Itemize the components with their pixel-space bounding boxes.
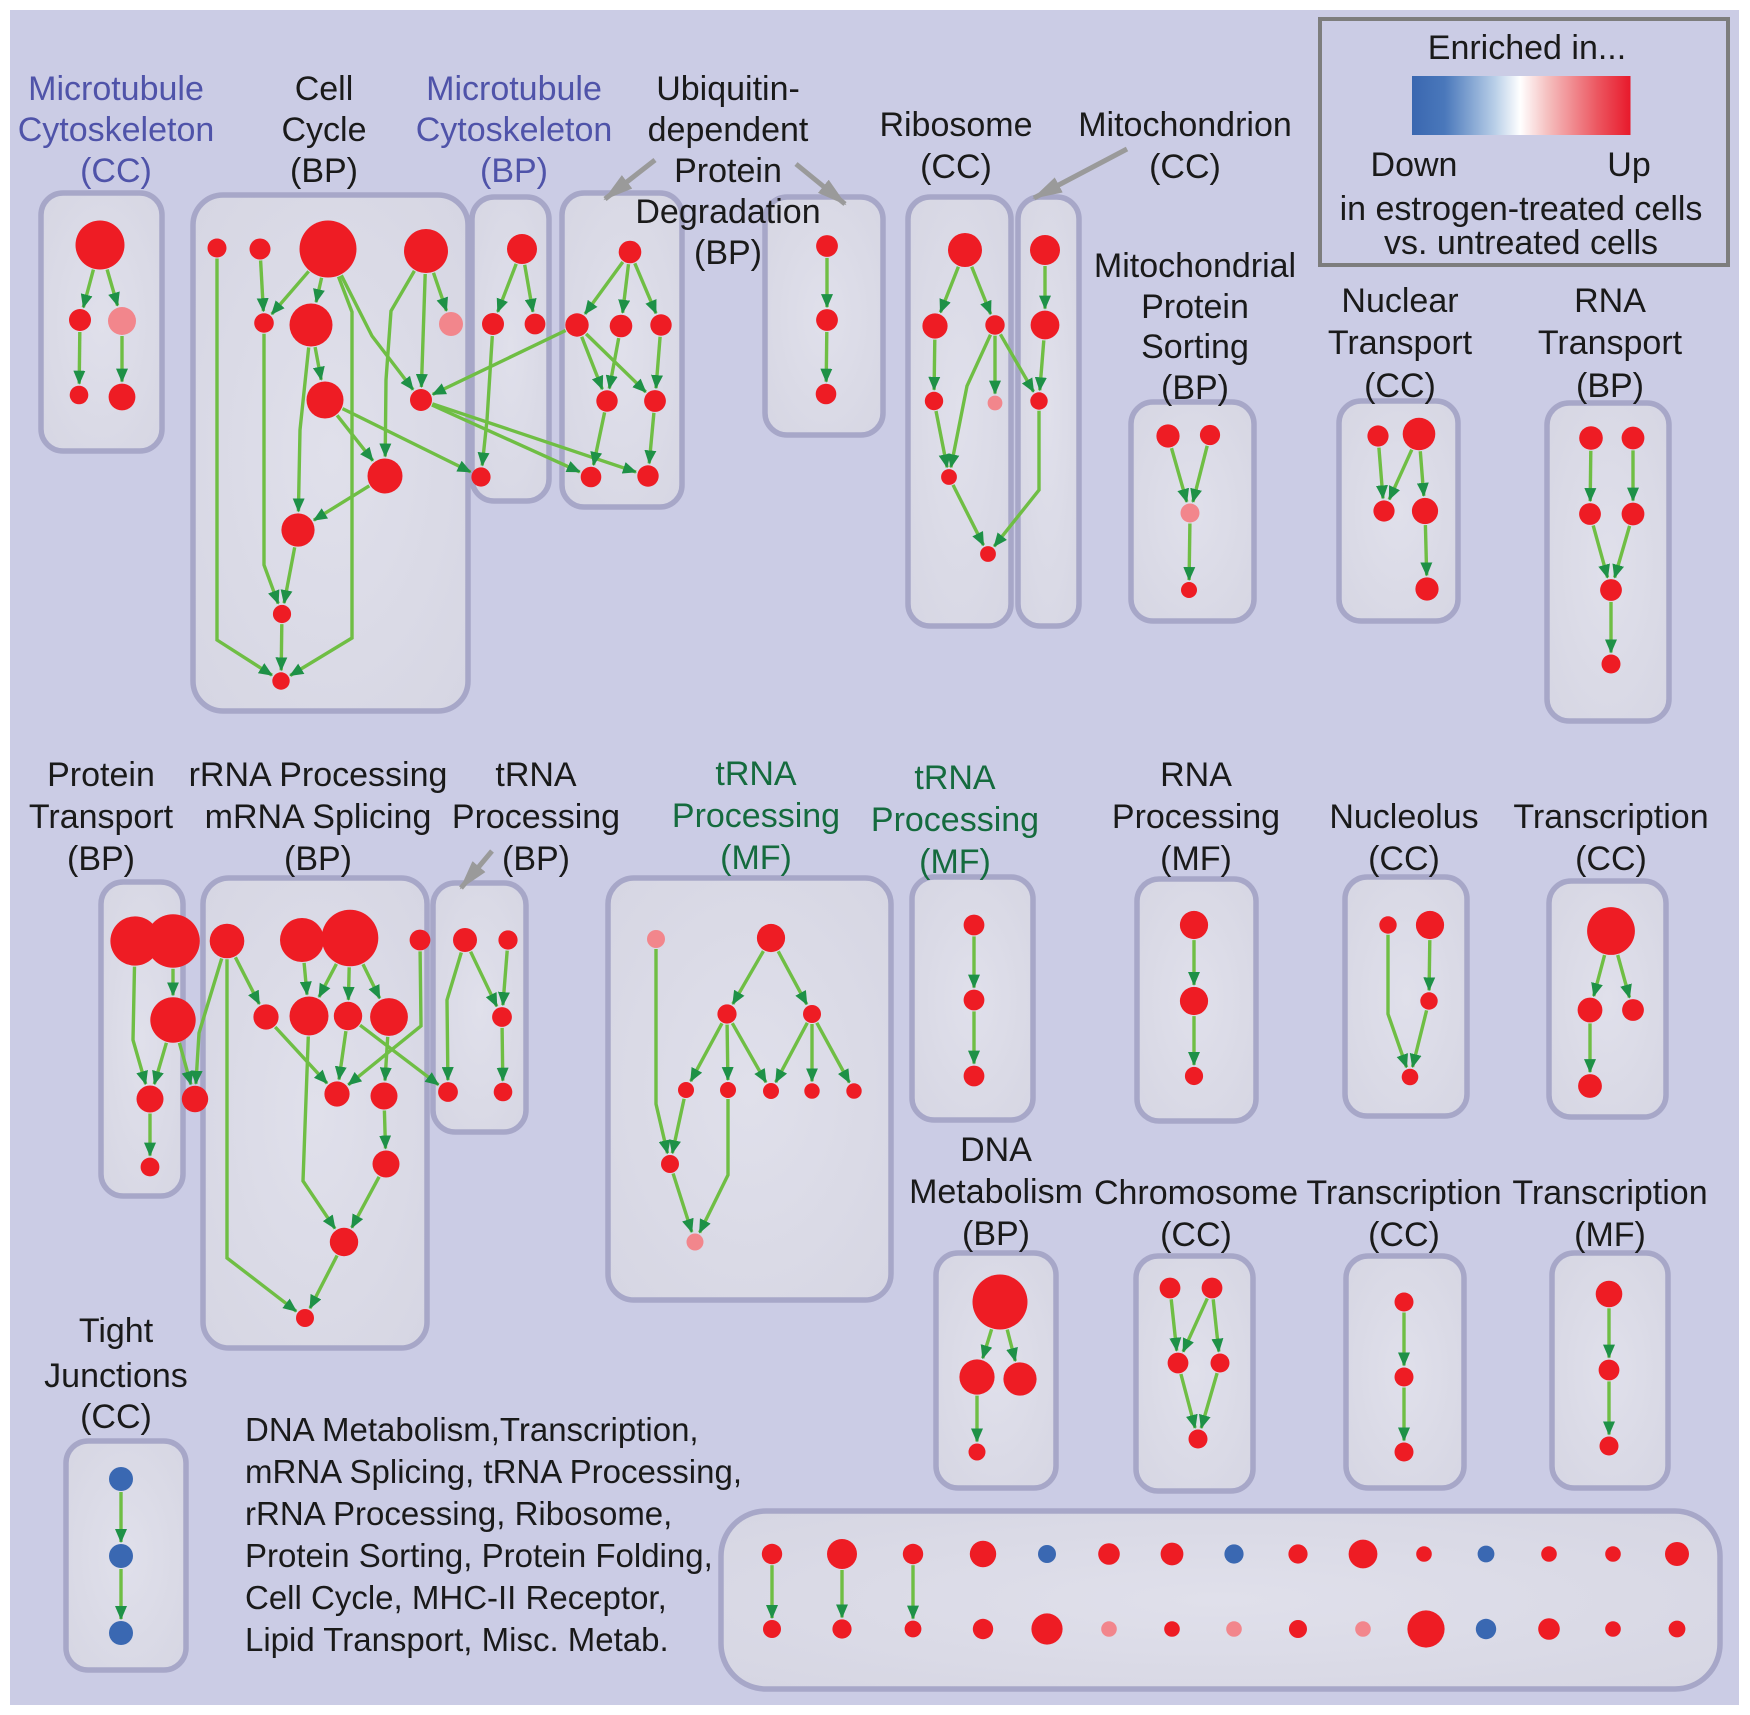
svg-text:Processing: Processing — [871, 801, 1039, 839]
svg-text:Cell Cycle, MHC-II Receptor,: Cell Cycle, MHC-II Receptor, — [245, 1579, 667, 1616]
svg-text:(CC): (CC) — [80, 1398, 152, 1436]
svg-text:DNA: DNA — [960, 1131, 1032, 1169]
svg-text:Degradation: Degradation — [635, 193, 820, 231]
svg-text:Transcription: Transcription — [1512, 1174, 1707, 1212]
svg-text:(CC): (CC) — [1149, 148, 1221, 186]
svg-text:rRNA Processing: rRNA Processing — [189, 756, 448, 794]
svg-text:Transport: Transport — [1328, 324, 1473, 362]
svg-text:Cytoskeleton: Cytoskeleton — [18, 111, 215, 149]
svg-text:mRNA Splicing: mRNA Splicing — [205, 798, 432, 836]
svg-text:tRNA: tRNA — [914, 759, 996, 797]
svg-text:(BP): (BP) — [1161, 369, 1229, 407]
svg-text:Protein Sorting, Protein Foldi: Protein Sorting, Protein Folding, — [245, 1537, 713, 1574]
svg-text:Enriched in...: Enriched in... — [1428, 29, 1626, 67]
svg-text:Tight: Tight — [79, 1312, 154, 1350]
svg-text:RNA: RNA — [1574, 282, 1646, 320]
svg-text:(CC): (CC) — [920, 148, 992, 186]
svg-text:(MF): (MF) — [919, 843, 991, 881]
svg-text:Microtubule: Microtubule — [28, 70, 204, 108]
svg-text:(BP): (BP) — [480, 152, 548, 190]
svg-text:(BP): (BP) — [290, 152, 358, 190]
svg-text:tRNA: tRNA — [495, 756, 577, 794]
svg-text:(BP): (BP) — [962, 1215, 1030, 1253]
svg-text:Transport: Transport — [29, 798, 174, 836]
svg-text:(CC): (CC) — [1160, 1216, 1232, 1254]
svg-text:Metabolism: Metabolism — [909, 1173, 1083, 1211]
svg-text:mRNA Splicing, tRNA Processing: mRNA Splicing, tRNA Processing, — [245, 1453, 742, 1490]
svg-text:Nuclear: Nuclear — [1341, 282, 1458, 320]
svg-text:(MF): (MF) — [1160, 840, 1232, 878]
svg-text:Transcription: Transcription — [1513, 798, 1708, 836]
svg-text:Ubiquitin-: Ubiquitin- — [656, 70, 800, 108]
svg-text:tRNA: tRNA — [715, 755, 797, 793]
svg-text:(CC): (CC) — [1368, 840, 1440, 878]
svg-text:(MF): (MF) — [1574, 1216, 1646, 1254]
svg-text:Mitochondrion: Mitochondrion — [1078, 106, 1292, 144]
svg-text:Transport: Transport — [1538, 324, 1683, 362]
svg-text:Sorting: Sorting — [1141, 328, 1249, 366]
svg-text:Cycle: Cycle — [281, 111, 366, 149]
svg-text:Protein: Protein — [1141, 288, 1249, 326]
svg-text:(CC): (CC) — [1364, 367, 1436, 405]
svg-text:Cell: Cell — [295, 70, 354, 108]
svg-text:Down: Down — [1371, 146, 1458, 184]
svg-text:Processing: Processing — [1112, 798, 1280, 836]
svg-text:(CC): (CC) — [1368, 1216, 1440, 1254]
svg-text:rRNA Processing, Ribosome,: rRNA Processing, Ribosome, — [245, 1495, 672, 1532]
svg-text:Protein: Protein — [674, 152, 782, 190]
svg-text:Lipid Transport, Misc. Metab.: Lipid Transport, Misc. Metab. — [245, 1621, 669, 1658]
svg-text:Transcription: Transcription — [1306, 1174, 1501, 1212]
svg-text:(BP): (BP) — [67, 840, 135, 878]
svg-text:Protein: Protein — [47, 756, 155, 794]
svg-text:(BP): (BP) — [1576, 367, 1644, 405]
svg-text:in estrogen-treated cells: in estrogen-treated cells — [1340, 190, 1703, 228]
svg-text:vs. untreated cells: vs. untreated cells — [1384, 224, 1658, 262]
svg-text:(CC): (CC) — [1575, 840, 1647, 878]
svg-text:Microtubule: Microtubule — [426, 70, 602, 108]
svg-text:Mitochondrial: Mitochondrial — [1094, 247, 1296, 285]
svg-text:Cytoskeleton: Cytoskeleton — [416, 111, 613, 149]
svg-text:(MF): (MF) — [720, 839, 792, 877]
svg-text:(BP): (BP) — [694, 234, 762, 272]
svg-text:(BP): (BP) — [284, 840, 352, 878]
svg-text:DNA Metabolism,Transcription,: DNA Metabolism,Transcription, — [245, 1411, 699, 1448]
svg-text:RNA: RNA — [1160, 756, 1232, 794]
svg-text:(CC): (CC) — [80, 152, 152, 190]
svg-text:(BP): (BP) — [502, 840, 570, 878]
svg-text:Ribosome: Ribosome — [879, 106, 1032, 144]
svg-text:Chromosome: Chromosome — [1094, 1174, 1298, 1212]
svg-text:dependent: dependent — [648, 111, 809, 149]
svg-text:Nucleolus: Nucleolus — [1329, 798, 1478, 836]
svg-text:Up: Up — [1607, 146, 1650, 184]
svg-text:Processing: Processing — [672, 797, 840, 835]
svg-text:Processing: Processing — [452, 798, 620, 836]
svg-text:Junctions: Junctions — [44, 1357, 188, 1395]
